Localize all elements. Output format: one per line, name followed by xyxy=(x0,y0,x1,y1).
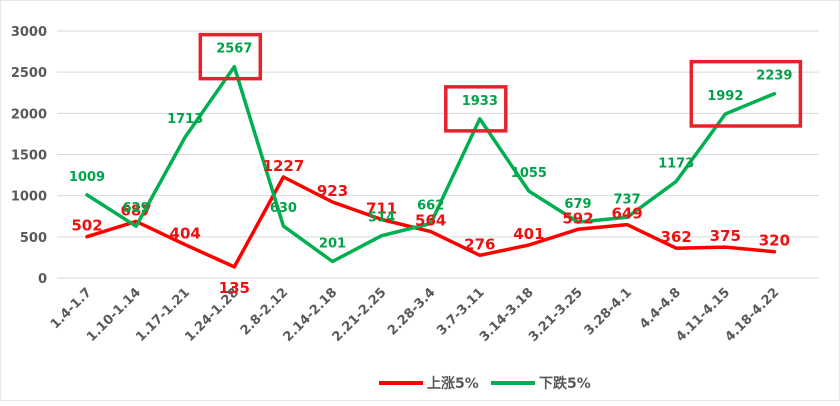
highlight-boxes xyxy=(198,32,803,133)
data-label-down: 679 xyxy=(564,197,591,212)
data-label-up: 649 xyxy=(611,205,642,223)
x-tick-label: 2.28-3.4 xyxy=(385,285,438,338)
x-tick-label: 3.28-4.1 xyxy=(582,285,635,338)
data-label-up: 592 xyxy=(562,209,593,227)
data-label-up: 923 xyxy=(317,182,348,200)
y-tick-label: 2000 xyxy=(11,107,47,122)
series-line-down xyxy=(85,64,777,264)
data-label-down: 1055 xyxy=(511,166,547,181)
x-tick-label: 4.4-4.8 xyxy=(637,285,684,332)
data-label-down: 2239 xyxy=(756,69,792,84)
series-line-up xyxy=(85,175,777,269)
legend-label-down: 下跌5% xyxy=(539,376,591,392)
data-label-up: 401 xyxy=(513,225,544,243)
data-label-down: 2567 xyxy=(216,42,252,57)
data-label-down: 514 xyxy=(368,211,395,226)
y-tick-label: 1500 xyxy=(11,149,47,164)
y-tick-label: 3000 xyxy=(11,25,47,40)
data-label-down: 1173 xyxy=(658,156,694,171)
data-label-down: 662 xyxy=(417,198,444,213)
data-label-down: 630 xyxy=(270,201,297,216)
y-tick-label: 0 xyxy=(38,272,47,287)
gridlines xyxy=(57,30,819,279)
data-label-down: 1933 xyxy=(462,94,498,109)
data-label-down: 629 xyxy=(123,201,150,216)
y-tick-label: 1000 xyxy=(11,190,47,205)
data-label-down: 201 xyxy=(319,236,346,251)
data-label-down: 1713 xyxy=(167,112,203,127)
highlight-box xyxy=(689,59,803,128)
data-label-down: 1009 xyxy=(69,170,105,185)
data-label-up: 502 xyxy=(71,217,102,235)
series-lines xyxy=(85,64,777,269)
data-label-up: 687 xyxy=(120,201,151,219)
legend: 上涨5% 下跌5% xyxy=(379,376,591,392)
data-label-up: 564 xyxy=(415,212,446,230)
data-label-up: 135 xyxy=(219,279,250,297)
data-label-up: 276 xyxy=(464,235,495,253)
data-label-up: 711 xyxy=(366,199,397,217)
highlight-box xyxy=(198,32,263,81)
legend-label-up: 上涨5% xyxy=(427,376,479,392)
data-label-up: 404 xyxy=(170,225,201,243)
y-axis: 0 500 1000 1500 2000 2500 3000 xyxy=(11,25,47,287)
x-tick-label: 1.4-1.7 xyxy=(48,285,95,332)
y-tick-label: 2500 xyxy=(11,66,47,81)
y-tick-label: 500 xyxy=(20,231,47,246)
data-label-up: 362 xyxy=(661,228,692,246)
x-axis: 1.4-1.71.10-1.141.17-1.211.24-1.282.8-2.… xyxy=(48,285,782,345)
data-label-up: 1227 xyxy=(263,157,305,175)
highlight-box xyxy=(444,85,508,133)
data-label-up: 320 xyxy=(759,232,790,250)
data-label-up: 375 xyxy=(710,227,741,245)
data-label-down: 1992 xyxy=(707,89,743,104)
data-labels: 502 687 404 135 1227 923 711 564 276 401 592 649 362… xyxy=(69,42,793,297)
data-label-down: 737 xyxy=(614,192,641,207)
